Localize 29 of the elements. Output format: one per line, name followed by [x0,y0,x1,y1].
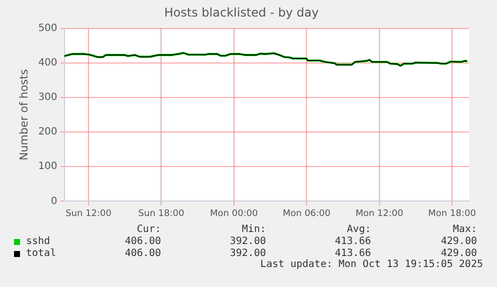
text: Avg: [346,224,371,235]
y-tick-label: 500 [38,22,58,34]
x-tick-label: Mon 12:00 [355,208,404,219]
text: 406.00 [124,248,161,258]
x-tick-label: Mon 18:00 [428,208,476,219]
text: 413.66 [334,248,371,258]
text: 392.00 [230,248,266,258]
legend-label: sshd [26,236,50,247]
text: 392.00 [230,236,266,247]
text: 406.00 [124,236,161,247]
y-tick-label: 300 [38,92,58,104]
y-tick-label: 400 [38,58,58,69]
text: 429.00 [440,236,477,247]
text: Min: [242,224,266,235]
x-tick-label: Mon 00:00 [210,208,258,219]
text: 429.00 [440,248,477,258]
text: 413.66 [334,236,371,247]
x-tick-label: Sun 18:00 [138,208,184,219]
x-tick-label: Mon 06:00 [282,208,331,219]
text: Last update: Mon Oct 13 19:15:05 2025 [260,259,483,270]
y-tick-label: 100 [38,161,58,172]
chart-title: Hosts blacklisted - by day [164,5,319,20]
y-tick-label: 200 [38,126,58,138]
y-tick-label: 0 [50,196,58,207]
legend-label: total [26,248,56,258]
text: Max: [452,224,477,235]
text: Cur: [136,224,161,235]
x-tick-label: Sun 12:00 [66,208,112,219]
y-axis-title: Number of hosts [17,68,30,160]
